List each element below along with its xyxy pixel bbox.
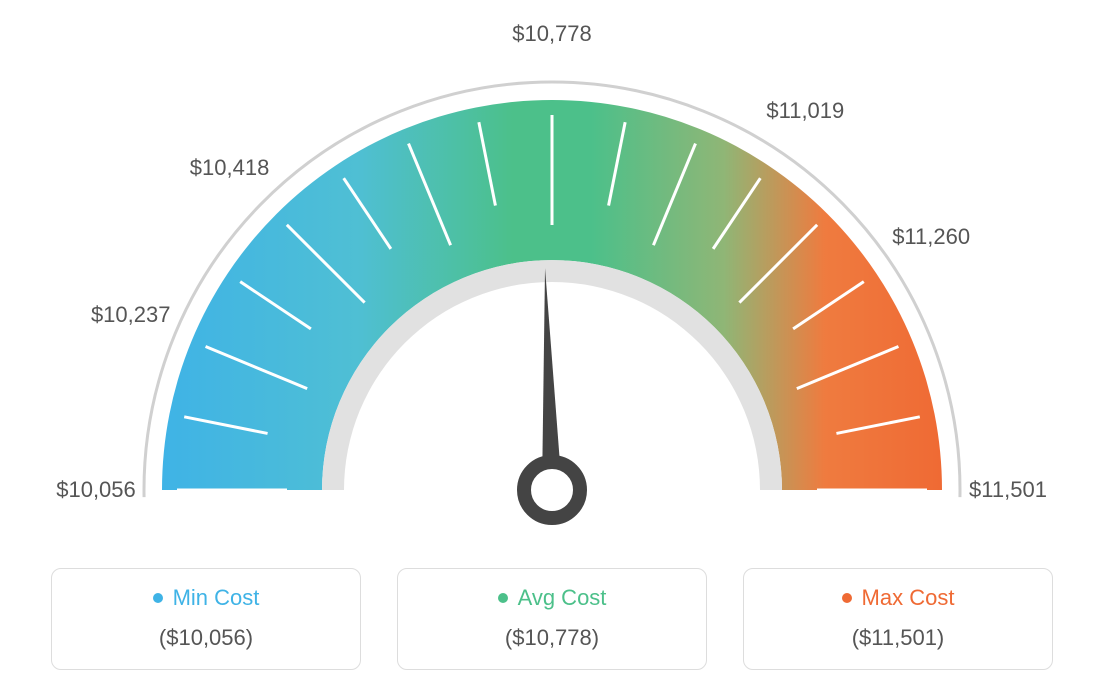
legend-title-max: Max Cost: [842, 585, 955, 611]
legend-card-min: Min Cost ($10,056): [51, 568, 361, 670]
gauge-tick-label: $10,778: [512, 21, 592, 47]
legend-value-max: ($11,501): [756, 625, 1040, 651]
gauge-tick-label: $10,418: [190, 155, 270, 181]
gauge-tick-label: $11,501: [969, 477, 1047, 503]
legend-title-min: Min Cost: [153, 585, 260, 611]
gauge-tick-label: $10,056: [56, 477, 136, 503]
legend-card-max: Max Cost ($11,501): [743, 568, 1053, 670]
legend-title-avg: Avg Cost: [498, 585, 607, 611]
legend-dot-min: [153, 593, 163, 603]
legend-title-text-avg: Avg Cost: [518, 585, 607, 611]
legend-value-min: ($10,056): [64, 625, 348, 651]
legend-dot-avg: [498, 593, 508, 603]
gauge-tick-label: $11,019: [766, 98, 844, 124]
legend-title-text-max: Max Cost: [862, 585, 955, 611]
legend-dot-max: [842, 593, 852, 603]
gauge-hub: [524, 462, 580, 518]
legend-row: Min Cost ($10,056) Avg Cost ($10,778) Max Co…: [0, 568, 1104, 670]
gauge-area: $10,056 $10,237 $10,418 $10,778 $11,019 $11,2…: [0, 0, 1104, 560]
cost-gauge-widget: { "gauge": { "type": "gauge", "min_value…: [0, 0, 1104, 690]
legend-card-avg: Avg Cost ($10,778): [397, 568, 707, 670]
legend-title-text-min: Min Cost: [173, 585, 260, 611]
gauge-svg: [0, 0, 1104, 560]
gauge-tick-label: $11,260: [892, 224, 970, 250]
legend-value-avg: ($10,778): [410, 625, 694, 651]
gauge-tick-label: $10,237: [91, 302, 171, 328]
